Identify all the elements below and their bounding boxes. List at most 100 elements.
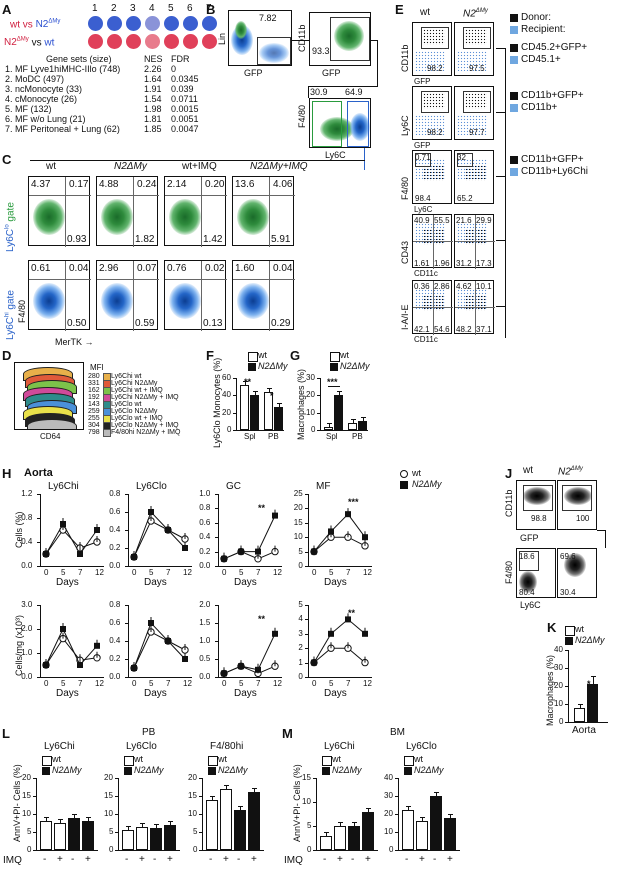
y-tick: [395, 832, 398, 833]
y-tick-label: 20: [293, 503, 303, 513]
flow-plot: 32 65.2: [454, 150, 494, 204]
value-ur: 0.17: [69, 179, 89, 190]
x-tick-label: 7: [256, 568, 261, 577]
y-tick-label: 5: [27, 827, 32, 836]
y-axis: [218, 494, 219, 566]
y-tick-label: 2: [298, 643, 303, 653]
y-tick: [565, 650, 568, 651]
y-axis: [308, 494, 309, 566]
y-tick-label: 0.6: [109, 618, 121, 627]
error-bar: [128, 826, 129, 831]
gene-set-name: 2. MoDC (497): [5, 74, 65, 84]
value-lr: 0.13: [203, 318, 223, 329]
legend-label: Ly6Chi wt + IMQ: [111, 387, 163, 394]
y-tick: [305, 494, 308, 495]
panel-d-label: D: [2, 348, 12, 363]
panel-j-plot-wt-cd11b: 98.8: [516, 480, 556, 530]
subplot-title: GC: [226, 481, 241, 492]
y-tick-label: 0.5: [199, 654, 211, 663]
gate-line: [269, 177, 270, 247]
error-cap: [44, 817, 49, 819]
value-lr: 1.42: [203, 234, 223, 245]
group-title: Ly6Chi: [324, 741, 355, 752]
series-line: [313, 647, 366, 663]
gate-value: 0.71: [415, 153, 431, 162]
y-tick: [305, 508, 308, 510]
data-point: [238, 663, 244, 670]
bar: [334, 395, 343, 430]
x-axis: [320, 430, 368, 431]
y-tick-label: 0: [311, 425, 316, 434]
gene-set-name: 3. ncMonocyte (33): [5, 84, 83, 94]
error-bar: [212, 795, 213, 800]
gate: [463, 27, 491, 49]
enrichment-circle: [183, 16, 198, 31]
legend-label: CD11b+GFP+: [521, 90, 584, 101]
enrichment-circle: [183, 34, 198, 49]
donor-dots: [423, 295, 445, 311]
y-axis-label: AnnV+PI- Cells (%): [12, 764, 22, 842]
y-tick-label: 0.0: [109, 561, 121, 570]
y-tick: [215, 641, 218, 642]
legend-swatch: [103, 429, 111, 437]
bar: [574, 707, 585, 722]
value-ur: 0.07: [137, 263, 157, 274]
gate-line: [413, 241, 453, 242]
y-tick-label: 0: [307, 845, 312, 854]
y-tick: [115, 832, 118, 833]
enrichment-circle: [126, 16, 141, 31]
value-ur: 0.24: [137, 179, 157, 190]
y-tick-label: 10: [384, 827, 393, 836]
mfi-value: 280: [88, 373, 100, 380]
series-line: [45, 522, 98, 555]
y-tick: [317, 430, 320, 431]
error-bar: [278, 403, 280, 408]
legend-label: Ly6Clo wt: [111, 401, 142, 408]
error-bar: [244, 380, 246, 385]
bar: [234, 810, 246, 850]
imq-sign: -: [125, 854, 129, 865]
bar: [68, 817, 80, 850]
y-tick: [215, 659, 218, 660]
y-axis: [308, 605, 309, 677]
x-axis: [202, 850, 264, 851]
histogram-curve: [27, 419, 77, 429]
contour: [101, 283, 133, 319]
legend-mut: [330, 363, 338, 371]
legend-label: CD45.1+: [521, 54, 561, 65]
y-tick: [215, 566, 218, 567]
panel-f-label: F: [206, 348, 214, 363]
y-tick-label: 0.2: [109, 654, 121, 663]
gate-value: 54.6: [434, 325, 450, 334]
mfi-value: 255: [88, 415, 100, 422]
gate-line: [475, 215, 476, 269]
y-tick-label: 20: [384, 809, 393, 818]
panel-a-header-nes: NES: [144, 54, 163, 64]
error-bar: [268, 387, 270, 392]
y-axis-label: Cells (%): [14, 511, 24, 548]
imq-label: IMQ: [284, 855, 303, 866]
series-line: [133, 622, 186, 669]
connector: [496, 176, 506, 177]
y-tick-label: 10: [104, 809, 113, 818]
imq-label: IMQ: [3, 855, 22, 866]
panel-j-label: J: [505, 466, 513, 481]
category-label: PB: [352, 432, 363, 441]
gate-line: [29, 195, 91, 196]
imq-sign: -: [433, 854, 437, 865]
gate-value: 32: [457, 153, 466, 162]
y-axis: [202, 778, 203, 850]
contour: [169, 199, 201, 235]
legend-label: CD11b+: [521, 102, 558, 113]
bar: [264, 391, 273, 430]
y-tick: [199, 814, 202, 815]
significance: **: [258, 614, 266, 624]
value-ur: 0.04: [273, 263, 293, 274]
x-tick-label: 5: [329, 679, 334, 688]
bar: [430, 796, 442, 850]
gate-value: 21.6: [456, 216, 472, 225]
y-tick: [199, 832, 202, 833]
value-ur: 4.06: [273, 179, 293, 190]
y-tick-label: 40: [222, 390, 231, 400]
gene-set-fdr: 0.0051: [171, 114, 199, 124]
